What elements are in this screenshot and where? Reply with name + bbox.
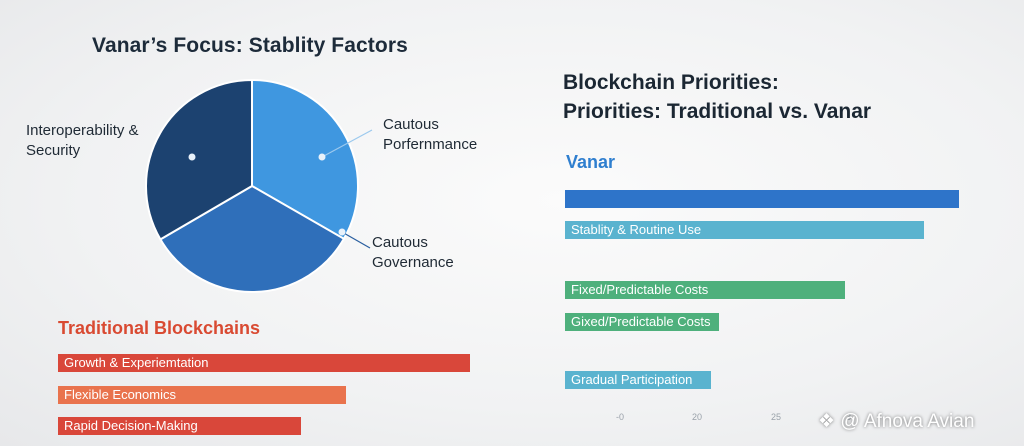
pie-slice-performance (251, 78, 359, 241)
vanar-axis-tick-3: 3 (846, 412, 852, 422)
pie-label-performance: Cautous Porfernmance (383, 116, 478, 153)
vanar-axis-tick-2: 25 (771, 412, 782, 422)
vanar-bar-4: Gradual Participation (565, 371, 711, 389)
traditional-bar-label-2: Rapid Decision-Making (64, 418, 198, 433)
vanar-bar-1: Stablity & Routine Use (565, 221, 924, 239)
watermark: ❖ @ Afnova Avian (818, 410, 974, 433)
pie-leader-line-governance (341, 231, 371, 249)
vanar-axis-tick-1: 20 (692, 412, 703, 422)
vanar-bar-label-4: Gradual Participation (571, 372, 693, 387)
traditional-bar-1: Flexible Economics (58, 386, 347, 404)
priorities-chart-title: Blockchain Priorities: Priorities: Tradi… (563, 71, 872, 123)
pie-marker-performance (318, 153, 326, 161)
pie-label-governance: Cautous Governance (372, 234, 454, 271)
pie-slice-interoperability (145, 78, 253, 241)
pie-label-interoperability: Interoperability & Security (26, 122, 139, 159)
traditional-bar-label-1: Flexible Economics (64, 387, 176, 402)
pie-leader-line-performance (321, 129, 373, 158)
vanar-bar-label-1: Stablity & Routine Use (571, 222, 702, 237)
vanar-group-label: Vanar (566, 152, 616, 172)
pie-slice-governance (159, 184, 346, 293)
pie-marker-interoperability (188, 153, 196, 161)
traditional-chart-title: Traditional Blockchains (58, 318, 261, 338)
pie-chart-title: Vanar’s Focus: Stablity Factors (92, 34, 408, 57)
vanar-bar-0 (565, 190, 959, 208)
traditional-bar-0: Growth & Experiemtation (58, 354, 470, 372)
watermark-text: @ Afnova Avian (840, 411, 975, 432)
vanar-axis-tick-0: -0 (616, 412, 625, 422)
vanar-bar-label-3: Gixed/Predictable Costs (571, 314, 711, 329)
pie-marker-governance (338, 228, 346, 236)
traditional-bar-2: Rapid Decision-Making (58, 417, 302, 435)
traditional-bar-label-0: Growth & Experiemtation (64, 355, 209, 370)
watermark-logo-icon: ❖ (818, 411, 841, 432)
vanar-bar-label-2: Fixed/Predictable Costs (571, 282, 709, 297)
vanar-bar-2: Fixed/Predictable Costs (565, 281, 845, 299)
vanar-bar-3: Gixed/Predictable Costs (565, 313, 719, 331)
